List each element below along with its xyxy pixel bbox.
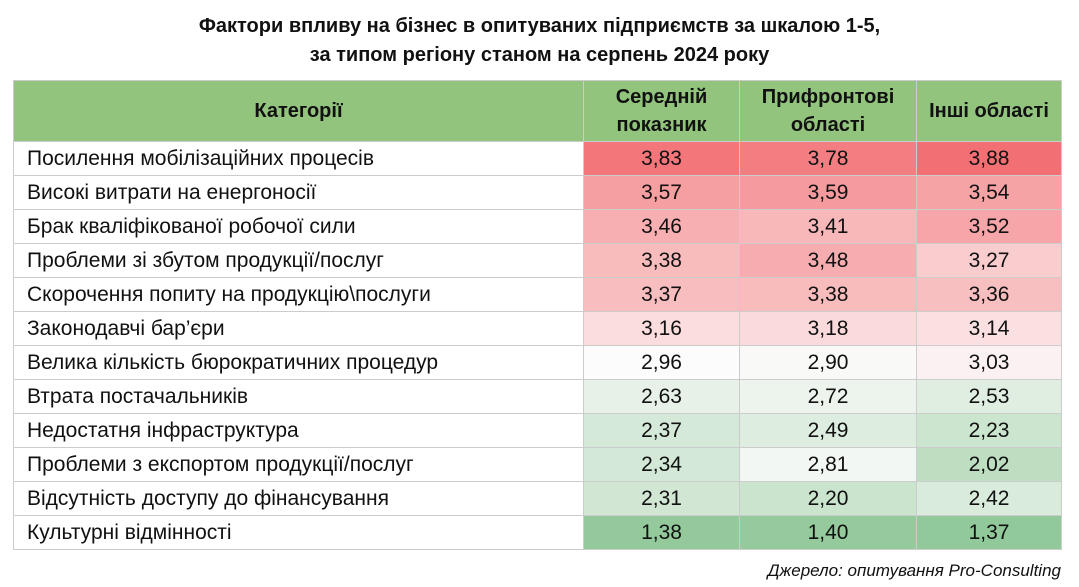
value-cell-other: 3,03 [916, 345, 1062, 380]
value-cell-average: 2,63 [583, 379, 740, 414]
category-label: Проблеми з експортом продукції/послуг [13, 447, 584, 482]
value-cell-average: 3,46 [583, 209, 740, 244]
value-cell-frontline: 2,81 [739, 447, 917, 482]
table-body: Посилення мобілізаційних процесів 3,83 3,7… [13, 141, 1062, 550]
header-row: Категорії Середній показник Прифронтові … [13, 80, 1062, 142]
category-label: Скорочення попиту на продукцію\послуги [13, 277, 584, 312]
value-cell-average: 2,96 [583, 345, 740, 380]
table-row: Законодавчі бар’єри 3,16 3,18 3,14 [13, 311, 1062, 346]
value-cell-frontline: 2,20 [739, 481, 917, 516]
value-cell-average: 1,38 [583, 515, 740, 550]
category-label: Високі витрати на енергоносії [13, 175, 584, 210]
category-label: Втрата постачальників [13, 379, 584, 414]
table-row: Брак кваліфікованої робочої сили 3,46 3,41… [13, 209, 1062, 244]
value-cell-frontline: 3,59 [739, 175, 917, 210]
value-cell-other: 3,27 [916, 243, 1062, 278]
value-cell-frontline: 1,40 [739, 515, 917, 550]
value-cell-frontline: 2,49 [739, 413, 917, 448]
table-row: Недостатня інфраструктура 2,37 2,49 2,23 [13, 413, 1062, 448]
value-cell-frontline: 3,78 [739, 141, 917, 176]
category-label: Недостатня інфраструктура [13, 413, 584, 448]
value-cell-average: 3,37 [583, 277, 740, 312]
value-cell-average: 3,38 [583, 243, 740, 278]
value-cell-other: 1,37 [916, 515, 1062, 550]
value-cell-frontline: 3,41 [739, 209, 917, 244]
source-note: Джерело: опитування Pro-Consulting [767, 561, 1061, 580]
value-cell-other: 3,88 [916, 141, 1062, 176]
table-row: Посилення мобілізаційних процесів 3,83 3,7… [13, 141, 1062, 176]
column-header-category: Категорії [13, 80, 584, 142]
value-cell-other: 2,42 [916, 481, 1062, 516]
table-row: Велика кількість бюрократичних процедур 2… [13, 345, 1062, 380]
chart-title: Фактори впливу на бізнес в опитуваних пі… [0, 12, 1079, 70]
table-row: Скорочення попиту на продукцію\послуги 3,… [13, 277, 1062, 312]
value-cell-other: 2,53 [916, 379, 1062, 414]
value-cell-other: 3,54 [916, 175, 1062, 210]
table-row: Проблеми з експортом продукції/послуг 2,3… [13, 447, 1062, 482]
category-label: Посилення мобілізаційних процесів [13, 141, 584, 176]
value-cell-other: 3,52 [916, 209, 1062, 244]
value-cell-other: 3,36 [916, 277, 1062, 312]
value-cell-other: 2,23 [916, 413, 1062, 448]
table-row: Втрата постачальників 2,63 2,72 2,53 [13, 379, 1062, 414]
table-row: Відсутність доступу до фінансування 2,31 2… [13, 481, 1062, 516]
column-header-average: Середній показник [583, 80, 740, 142]
title-line-1: Фактори впливу на бізнес в опитуваних пі… [198, 15, 881, 37]
category-label: Проблеми зі збутом продукції/послуг [13, 243, 584, 278]
category-label: Культурні відмінності [13, 515, 584, 550]
value-cell-frontline: 2,90 [739, 345, 917, 380]
heatmap-table: Категорії Середній показник Прифронтові … [13, 80, 1062, 550]
value-cell-frontline: 3,48 [739, 243, 917, 278]
column-header-other: Інші області [916, 80, 1062, 142]
value-cell-average: 2,31 [583, 481, 740, 516]
value-cell-frontline: 3,18 [739, 311, 917, 346]
value-cell-average: 3,83 [583, 141, 740, 176]
value-cell-average: 2,37 [583, 413, 740, 448]
column-header-frontline: Прифронтові області [739, 80, 917, 142]
value-cell-other: 3,14 [916, 311, 1062, 346]
title-line-2: за типом регіону станом на серпень 2024 … [309, 44, 770, 66]
table-row: Високі витрати на енергоносії 3,57 3,59 3,5… [13, 175, 1062, 210]
category-label: Брак кваліфікованої робочої сили [13, 209, 584, 244]
category-label: Велика кількість бюрократичних процедур [13, 345, 584, 380]
value-cell-average: 2,34 [583, 447, 740, 482]
value-cell-average: 3,57 [583, 175, 740, 210]
value-cell-average: 3,16 [583, 311, 740, 346]
category-label: Відсутність доступу до фінансування [13, 481, 584, 516]
category-label: Законодавчі бар’єри [13, 311, 584, 346]
value-cell-frontline: 2,72 [739, 379, 917, 414]
value-cell-frontline: 3,38 [739, 277, 917, 312]
table-row: Культурні відмінності 1,38 1,40 1,37 [13, 515, 1062, 550]
table-row: Проблеми зі збутом продукції/послуг 3,38 3… [13, 243, 1062, 278]
value-cell-other: 2,02 [916, 447, 1062, 482]
